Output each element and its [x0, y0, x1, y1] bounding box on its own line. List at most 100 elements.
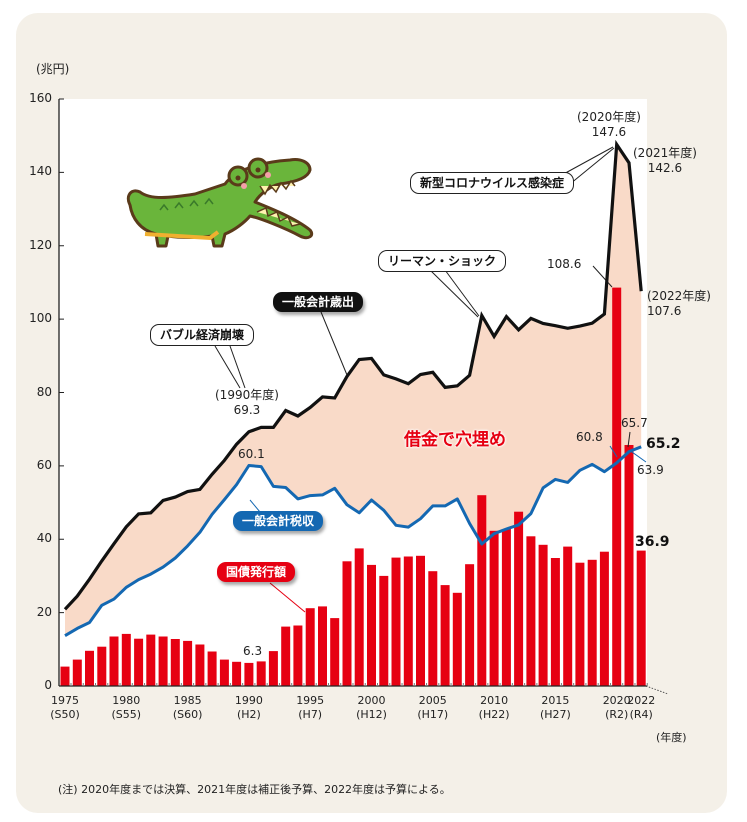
bond-bar-1989	[232, 661, 242, 686]
bond-bar-1998	[342, 561, 352, 686]
bond-bar-1997	[330, 618, 340, 686]
bond-bar-2008	[465, 564, 475, 686]
x-tick-label-2020: 2020 (R2)	[592, 694, 642, 722]
callout-bubble-collapse: バブル経済崩壊	[150, 324, 255, 346]
annotation-2021-tax: 63.9	[637, 463, 664, 477]
x-tick-era: (H7)	[298, 708, 323, 721]
y-tick-label-100: 100	[29, 311, 52, 326]
annotation-1990-bond: 6.3	[243, 644, 263, 658]
x-tick-era: (H27)	[539, 708, 571, 721]
x-tick-year: 2015	[541, 694, 570, 707]
y-tick-label-120: 120	[29, 237, 52, 252]
bond-bar-2002	[391, 557, 401, 686]
annotation-2021-bond: 65.7	[621, 416, 648, 430]
leader-bubble	[214, 345, 241, 389]
bond-bar-2011	[501, 529, 511, 686]
annotation-2020-bond: 108.6	[547, 257, 582, 271]
leader-covid	[569, 147, 615, 185]
x-tick-year: 1990	[234, 694, 263, 707]
tax-revenue-line	[64, 445, 642, 637]
x-tick-era: (S60)	[172, 708, 203, 721]
bond-bar-2000	[367, 564, 376, 686]
bond-bar-2019	[599, 551, 609, 686]
x-tick-year: 1985	[173, 694, 202, 707]
bond-bar-1984	[170, 639, 180, 686]
y-tick-label-160: 160	[29, 91, 52, 105]
x-tick-era: (S55)	[111, 708, 142, 721]
bond-bar-2005	[428, 571, 438, 686]
y-tick-label-60: 60	[36, 457, 52, 472]
x-tick-year: 1975	[51, 694, 79, 707]
annotation-2021-expenditure: (2021年度) 142.6	[633, 146, 697, 175]
leader-2021-tax	[631, 451, 647, 463]
bond-bar-1993	[281, 626, 291, 686]
y-tick-label-80: 80	[36, 384, 52, 399]
expenditure-line	[63, 139, 643, 611]
x-tick-label-2000: 2000 (H12)	[347, 694, 397, 722]
bond-bar-1985	[183, 640, 193, 686]
x-tick-label-2015: 2015 (H27)	[530, 694, 580, 722]
bond-bar-2003	[403, 556, 413, 686]
x-tick-era: (R4)	[629, 708, 653, 721]
footnote: (注) 2020年度までは決算、2021年度は補正後予算、2022年度は予算によ…	[58, 783, 451, 796]
x-tick-era: (H22)	[478, 708, 510, 721]
x-tick-year: 2000	[357, 694, 386, 707]
bond-bar-1979	[109, 636, 119, 686]
bond-bar-1981	[134, 638, 144, 686]
annotation-2022-tax: 65.2	[646, 436, 681, 452]
bond-bar-1988	[219, 659, 229, 686]
bond-bar-2017	[575, 562, 585, 686]
annotation-2022-expenditure: (2022年度) 107.6	[647, 289, 711, 318]
debt-gap-area	[65, 144, 642, 636]
callout-lehman-shock: リーマン・ショック	[378, 250, 507, 272]
leader-bond	[269, 582, 306, 613]
x-tick-year: 2022	[627, 694, 656, 707]
x-tick-year: 1995	[296, 694, 325, 707]
x-tick-era: (R2)	[605, 708, 629, 721]
callout-expenditure: 一般会計歳出	[273, 292, 364, 312]
callout-covid: 新型コロナウイルス感染症	[410, 172, 575, 194]
leader-expenditure	[320, 311, 348, 376]
annotation-2020-tax: 60.8	[576, 430, 603, 444]
bond-bar-2013	[526, 536, 536, 686]
y-tick-label-20: 20	[36, 604, 52, 619]
crocodile-cheek	[265, 172, 271, 178]
annotation-2022-bond: 36.9	[635, 534, 670, 550]
bond-bar-2007	[452, 592, 462, 686]
bond-bar-2020	[612, 287, 622, 686]
bond-bar-2001	[379, 575, 389, 686]
bond-bar-1991	[256, 661, 266, 686]
annotation-2020-expenditure: (2020年度) 147.6	[577, 110, 641, 139]
x-axis-unit-label: (年度)	[656, 731, 687, 744]
debt-gap-label: 借金で穴埋め	[404, 430, 506, 450]
bond-bar-2016	[563, 546, 573, 686]
y-tick-label-40: 40	[36, 531, 52, 546]
crocodile-lower-teeth	[256, 206, 301, 227]
y-axis-unit-label: (兆円)	[36, 62, 70, 76]
leader-2022-axis	[645, 685, 669, 695]
x-tick-label-1980: 1980 (S55)	[101, 694, 151, 722]
bond-bar-2004	[416, 555, 425, 686]
crocodile-eye-right	[255, 167, 261, 173]
x-tick-year: 2010	[480, 694, 509, 707]
leader-bubble	[229, 345, 246, 389]
bond-bar-1976	[72, 659, 82, 686]
leader-covid	[559, 146, 614, 177]
crocodile-cheek	[241, 183, 247, 189]
leader-2021-bond	[627, 431, 631, 448]
bond-bar-1990	[244, 662, 254, 686]
crocodile-belly	[144, 230, 220, 241]
x-tick-label-1990: 1990 (H2)	[224, 694, 274, 722]
bond-bar-1999	[354, 548, 364, 686]
x-tick-era: (H12)	[356, 708, 387, 721]
bond-bar-1982	[146, 634, 156, 686]
x-tick-label-1995: 1995 (H7)	[285, 694, 335, 722]
leader-2020-tax	[609, 445, 618, 458]
bond-bar-1992	[268, 651, 278, 686]
x-tick-era: (H2)	[236, 708, 261, 721]
crocodile-eye-left	[235, 175, 241, 181]
leader-lehman	[429, 269, 479, 318]
x-tick-year: 2005	[418, 694, 447, 707]
bond-bar-2018	[587, 559, 597, 686]
